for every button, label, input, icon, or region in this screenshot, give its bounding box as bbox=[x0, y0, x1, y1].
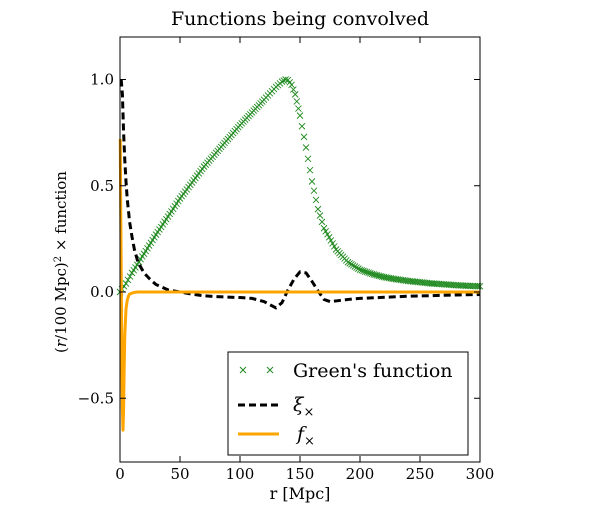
greens-point bbox=[348, 261, 355, 268]
series-f-line bbox=[118, 138, 480, 432]
greens-point bbox=[288, 81, 295, 89]
greens-point bbox=[356, 266, 364, 274]
y-tick-label: −0.5 bbox=[78, 389, 114, 407]
legend: Green's function ξ× f× bbox=[227, 351, 469, 456]
greens-point bbox=[329, 240, 336, 247]
y-label-r: r bbox=[52, 339, 70, 347]
greens-point bbox=[360, 267, 367, 275]
chart-title: Functions being convolved bbox=[171, 8, 429, 30]
x-tick-label: 0 bbox=[115, 465, 125, 483]
series-xi-line bbox=[119, 79, 481, 310]
legend-xi-sub: × bbox=[303, 405, 314, 420]
legend-entry-f: f× bbox=[238, 423, 315, 449]
greens-point bbox=[330, 243, 338, 250]
series-greens-markers bbox=[116, 76, 484, 296]
greens-point bbox=[365, 269, 372, 277]
greens-point bbox=[353, 264, 360, 271]
y-axis-label: (r/100 Mpc)2 × function bbox=[52, 171, 70, 353]
greens-point bbox=[312, 196, 320, 204]
greens-point bbox=[126, 273, 134, 280]
greens-point bbox=[349, 262, 357, 269]
greens-point bbox=[358, 266, 366, 274]
y-tick-label: 0.0 bbox=[90, 283, 114, 301]
x-tick-label: 300 bbox=[466, 465, 495, 483]
greens-point bbox=[316, 212, 324, 219]
greens-point bbox=[361, 268, 369, 275]
x-tick-label: 250 bbox=[406, 465, 435, 483]
legend-label-greens: Green's function bbox=[293, 360, 453, 382]
greens-point bbox=[300, 133, 308, 141]
greens-point bbox=[278, 78, 286, 85]
greens-point bbox=[354, 265, 362, 272]
legend-entry-greens: Green's function bbox=[239, 360, 453, 382]
legend-x-marker bbox=[239, 366, 247, 374]
x-tick-label: 150 bbox=[286, 465, 315, 483]
y-tick-label: 1.0 bbox=[90, 71, 114, 89]
legend-box bbox=[227, 351, 469, 456]
legend-label-xi: ξ× bbox=[293, 394, 314, 420]
y-label-unit: /100 Mpc) bbox=[52, 262, 70, 340]
greens-point bbox=[346, 259, 354, 267]
greens-point bbox=[344, 258, 352, 266]
greens-point bbox=[124, 276, 132, 284]
y-label-sup: 2 bbox=[53, 256, 64, 262]
legend-xi-symbol: ξ bbox=[293, 394, 305, 416]
greens-point bbox=[296, 112, 304, 119]
greens-point bbox=[282, 76, 289, 83]
greens-point bbox=[324, 231, 331, 238]
greens-point bbox=[314, 205, 322, 213]
greens-point bbox=[318, 218, 326, 226]
greens-point bbox=[122, 280, 130, 287]
legend-f-sub: × bbox=[304, 434, 315, 449]
x-tick-label: 50 bbox=[170, 465, 189, 483]
greens-point bbox=[291, 91, 299, 98]
y-label-open: ( bbox=[52, 347, 70, 353]
greens-point bbox=[302, 144, 310, 151]
y-label-tail: × function bbox=[52, 171, 70, 256]
axes-layer bbox=[119, 36, 481, 463]
y-tick-label: 0.5 bbox=[90, 177, 114, 195]
greens-point bbox=[306, 166, 314, 174]
greens-point bbox=[290, 86, 297, 93]
legend-marker-greens bbox=[239, 366, 274, 374]
legend-x-marker bbox=[266, 366, 274, 374]
greens-point bbox=[363, 268, 371, 276]
series-layer bbox=[116, 76, 484, 432]
greens-point bbox=[308, 178, 316, 185]
greens-point bbox=[310, 187, 318, 195]
greens-point bbox=[320, 224, 328, 232]
greens-point bbox=[325, 234, 333, 241]
greens-point bbox=[351, 263, 359, 270]
legend-entry-xi: ξ× bbox=[238, 394, 314, 420]
greens-point bbox=[293, 98, 301, 105]
greens-point bbox=[295, 105, 302, 112]
x-tick-label: 200 bbox=[346, 465, 375, 483]
greens-point bbox=[304, 155, 312, 163]
greens-point bbox=[327, 237, 335, 244]
legend-f-symbol: f bbox=[295, 423, 307, 445]
greens-point bbox=[322, 227, 330, 235]
x-tick-labels: 0 50 100 150 200 250 300 bbox=[115, 465, 494, 483]
legend-label-f: f× bbox=[295, 423, 315, 449]
x-tick-label: 100 bbox=[226, 465, 255, 483]
x-axis-label: r [Mpc] bbox=[270, 484, 331, 503]
y-tick-labels: −0.5 0.0 0.5 1.0 bbox=[78, 71, 114, 408]
greens-point bbox=[298, 122, 306, 130]
